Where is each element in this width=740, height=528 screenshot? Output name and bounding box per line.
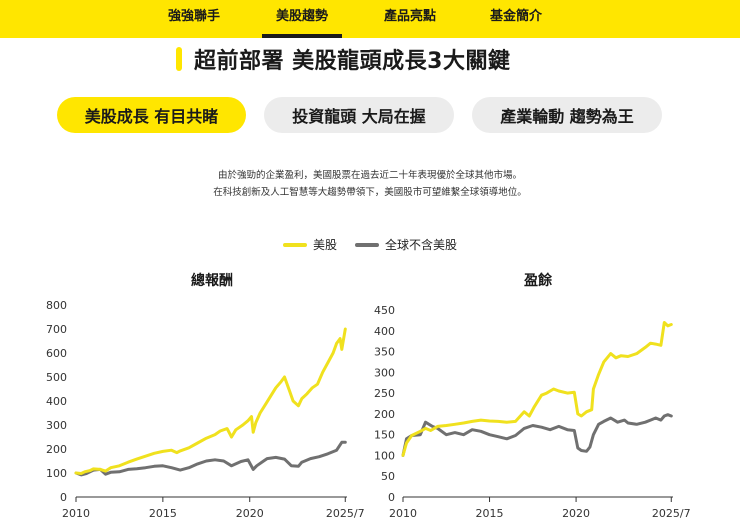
y-tick-label-earnings: 150 [374, 429, 395, 442]
x-tick-label-earnings: 2015 [476, 507, 504, 520]
series-line-us-earnings [401, 321, 673, 457]
description-line-2: 在科技創新及人工智慧等大趨勢帶領下，美國股市可望維繫全球領導地位。 [213, 187, 527, 198]
y-tick-label-total-return: 400 [46, 395, 67, 408]
section-title-wrap: 超前部署 美股龍頭成長3大關鍵 [176, 44, 510, 74]
legend-swatch-us [282, 242, 307, 247]
nav-tab-us-trend[interactable]: 美股趨勢 [262, 0, 342, 38]
y-tick-label-total-return: 200 [46, 443, 67, 456]
description-line-1: 由於強勁的企業盈利，美國股票在過去近二十年表現優於全球其他市場。 [217, 170, 522, 181]
legend-item-us: 美股 [282, 236, 337, 253]
x-tick-label-total-return: 2025/7 [326, 507, 365, 520]
y-tick-label-total-return: 0 [60, 491, 67, 504]
y-tick-label-earnings: 350 [374, 346, 395, 359]
chart-title-total-return: 總報酬 [191, 272, 233, 289]
y-tick-label-total-return: 100 [46, 467, 67, 480]
y-tick-label-earnings: 300 [374, 366, 395, 379]
nav-tab-fund-intro[interactable]: 基金簡介 [489, 9, 542, 24]
y-tick-label-earnings: 0 [388, 491, 395, 504]
legend-item-global-ex-us: 全球不含美股 [355, 236, 457, 253]
series-line-global-ex-us-earnings [401, 413, 673, 457]
y-tick-label-total-return: 600 [46, 347, 67, 360]
y-tick-label-earnings: 200 [374, 408, 395, 421]
title-accent-bar [176, 47, 182, 71]
y-tick-label-total-return: 300 [46, 419, 67, 432]
series-line-global-ex-us-total-return [74, 440, 347, 477]
y-tick-label-total-return: 700 [46, 323, 67, 336]
y-tick-label-earnings: 100 [374, 449, 395, 462]
y-tick-label-earnings: 400 [374, 325, 395, 338]
pill-tab-invest-leaders[interactable]: 投資龍頭 大局在握 [264, 97, 454, 133]
x-tick-label-total-return: 2020 [236, 507, 264, 520]
y-tick-label-total-return: 500 [46, 371, 67, 384]
x-tick-label-total-return: 2015 [149, 507, 177, 520]
nav-tab-alliance[interactable]: 強強聯手 [167, 9, 220, 24]
nav-tab-product-highlights[interactable]: 產品亮點 [383, 9, 436, 24]
chart-legend: 美股 全球不含美股 [0, 236, 740, 253]
chart-title-earnings: 盈餘 [523, 272, 553, 289]
x-tick-label-earnings: 2025/7 [652, 507, 691, 520]
x-tick-label-earnings: 2020 [562, 507, 590, 520]
pill-tab-sector-rotation[interactable]: 產業輪動 趨勢為王 [472, 97, 662, 133]
y-tick-label-earnings: 450 [374, 304, 395, 317]
y-tick-label-total-return: 800 [46, 299, 67, 312]
top-nav: 強強聯手 美股趨勢 產品亮點 基金簡介 [0, 0, 740, 38]
pill-tab-us-growth[interactable]: 美股成長 有目共睹 [57, 97, 246, 133]
x-tick-label-earnings: 2010 [389, 507, 417, 520]
x-tick-label-total-return: 2010 [62, 507, 90, 520]
legend-label-global-ex-us: 全球不含美股 [385, 238, 458, 252]
series-line-us-total-return [74, 327, 347, 475]
legend-label-us: 美股 [312, 238, 337, 252]
y-tick-label-earnings: 50 [381, 470, 395, 483]
legend-swatch-global-ex-us [355, 242, 379, 247]
y-tick-label-earnings: 250 [374, 387, 395, 400]
section-title: 超前部署 美股龍頭成長3大關鍵 [194, 49, 511, 74]
